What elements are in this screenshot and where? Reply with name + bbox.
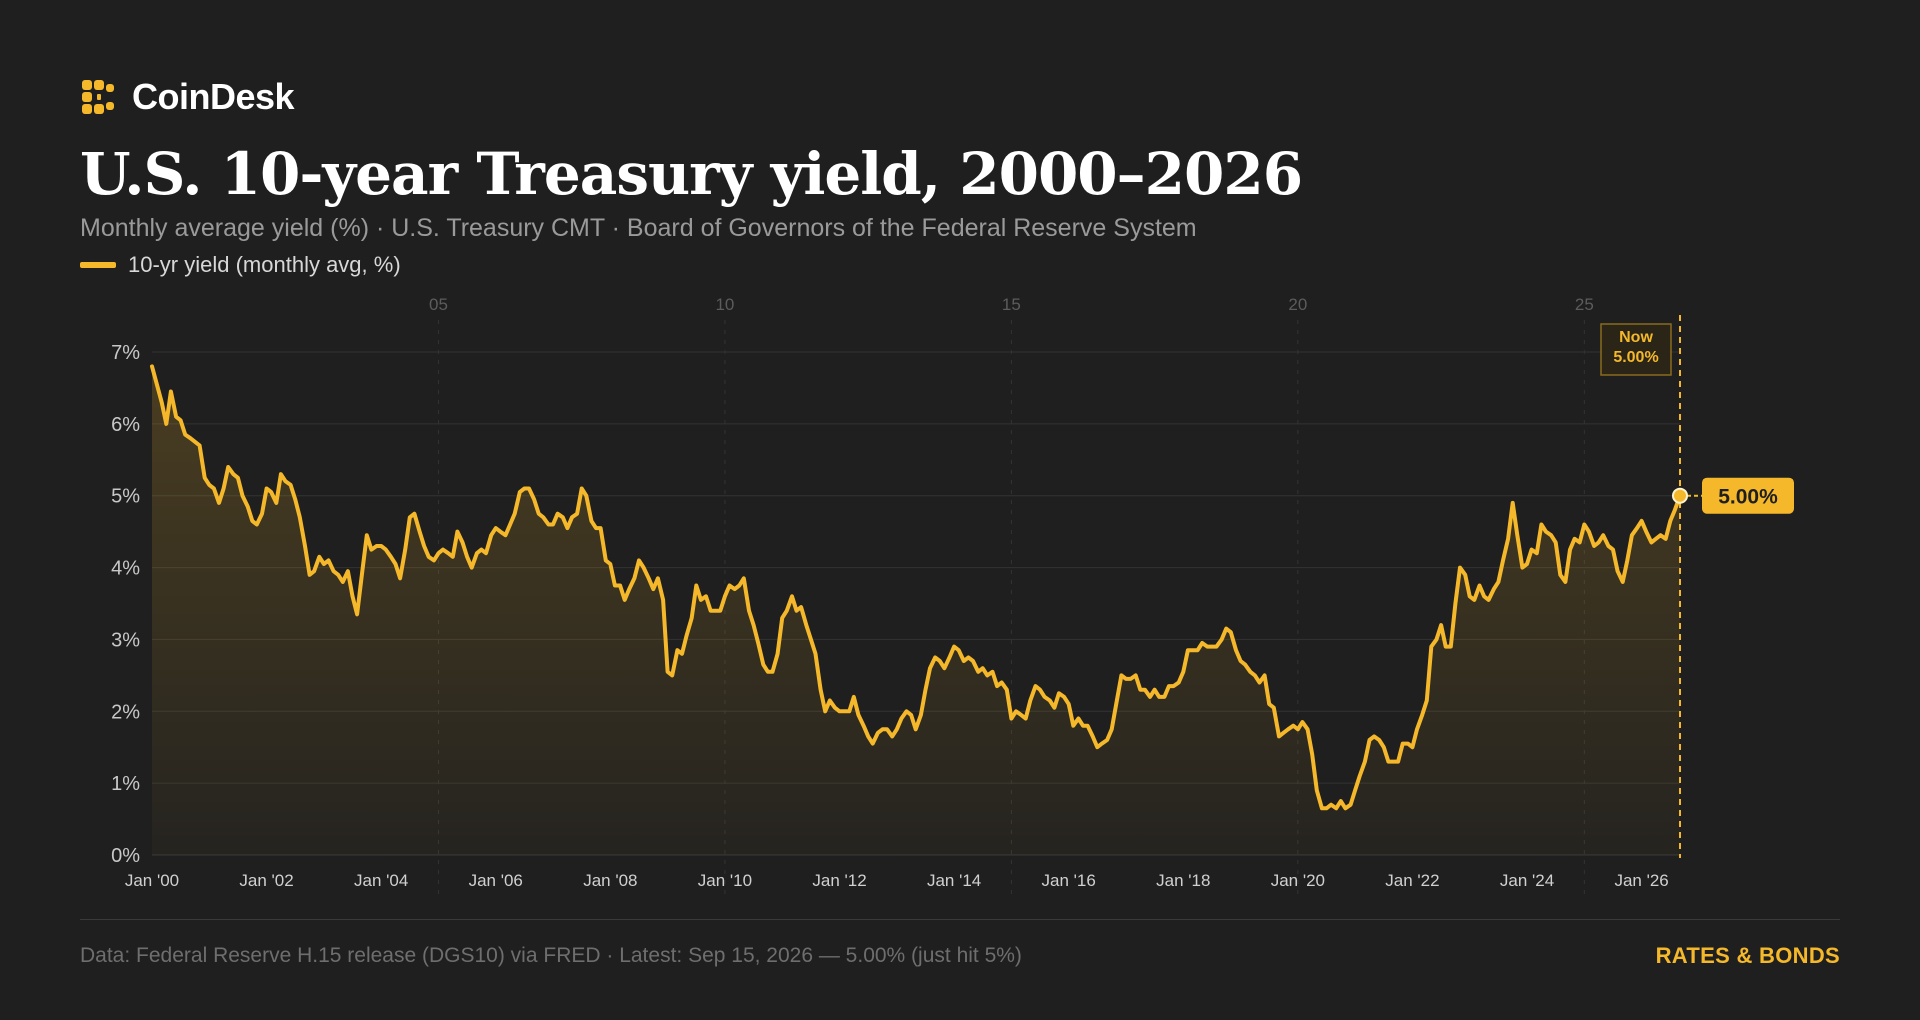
- footer-divider: [80, 919, 1840, 920]
- y-tick-label: 0%: [111, 845, 140, 867]
- y-tick-label: 4%: [111, 558, 140, 580]
- x-tick-label: Jan '06: [469, 871, 523, 890]
- top-tick-label: 15: [1002, 295, 1021, 314]
- x-tick-label: Jan '16: [1042, 871, 1096, 890]
- x-tick-label: Jan '02: [239, 871, 293, 890]
- x-tick-label: Jan '22: [1385, 871, 1439, 890]
- y-tick-label: 7%: [111, 342, 140, 364]
- y-tick-label: 5%: [111, 486, 140, 508]
- top-tick-label: 20: [1288, 295, 1307, 314]
- y-tick-label: 2%: [111, 701, 140, 723]
- yield-chart: 0% 1% 2% 3% 4% 5% 6% 7% 05 10 15 20 25 Jan '00 Jan '02…: [111, 295, 1794, 900]
- section-tag[interactable]: RATES & BONDS: [1655, 943, 1840, 968]
- x-tick-label: Jan '10: [698, 871, 752, 890]
- x-tick-label: Jan '14: [927, 871, 981, 890]
- y-tick-label: 3%: [111, 629, 140, 651]
- now-value: 5.00%: [1613, 349, 1658, 366]
- x-tick-label: Jan '08: [583, 871, 637, 890]
- end-label: 5.00%: [1718, 486, 1778, 509]
- x-tick-label: Jan '24: [1500, 871, 1554, 890]
- x-tick-label: Jan '26: [1614, 871, 1668, 890]
- page-title: U.S. 10-year Treasury yield, 2000–2026: [80, 140, 1303, 208]
- brand-name: CoinDesk: [132, 76, 295, 117]
- x-tick-label: Jan '20: [1271, 871, 1325, 890]
- now-box: [1600, 323, 1672, 376]
- series-line: [150, 364, 1682, 811]
- footer-note: Data: Federal Reserve H.15 release (DGS1…: [80, 944, 1022, 967]
- x-tick-label: Jan '12: [812, 871, 866, 890]
- series-area: [152, 366, 1680, 855]
- legend-label: 10-yr yield (monthly avg, %): [128, 252, 401, 277]
- chart-legend: 10-yr yield (monthly avg, %): [80, 252, 401, 278]
- coindesk-logo-icon: [82, 80, 114, 114]
- x-tick-label: Jan '04: [354, 871, 408, 890]
- y-tick-label: 6%: [111, 414, 140, 436]
- top-tick-label: 05: [429, 295, 448, 314]
- x-tick-label: Jan '00: [125, 871, 179, 890]
- end-point: [1672, 487, 1688, 504]
- x-tick-label: Jan '18: [1156, 871, 1210, 890]
- end-label-pill: [1702, 477, 1794, 514]
- top-tick-label: 10: [715, 295, 734, 314]
- brand: CoinDesk: [80, 76, 295, 118]
- top-tick-label: 25: [1575, 295, 1594, 314]
- page-subtitle: Monthly average yield (%) · U.S. Treasur…: [80, 214, 1197, 242]
- now-label: Now: [1619, 329, 1653, 346]
- y-tick-label: 1%: [111, 773, 140, 795]
- legend-swatch: [80, 262, 116, 268]
